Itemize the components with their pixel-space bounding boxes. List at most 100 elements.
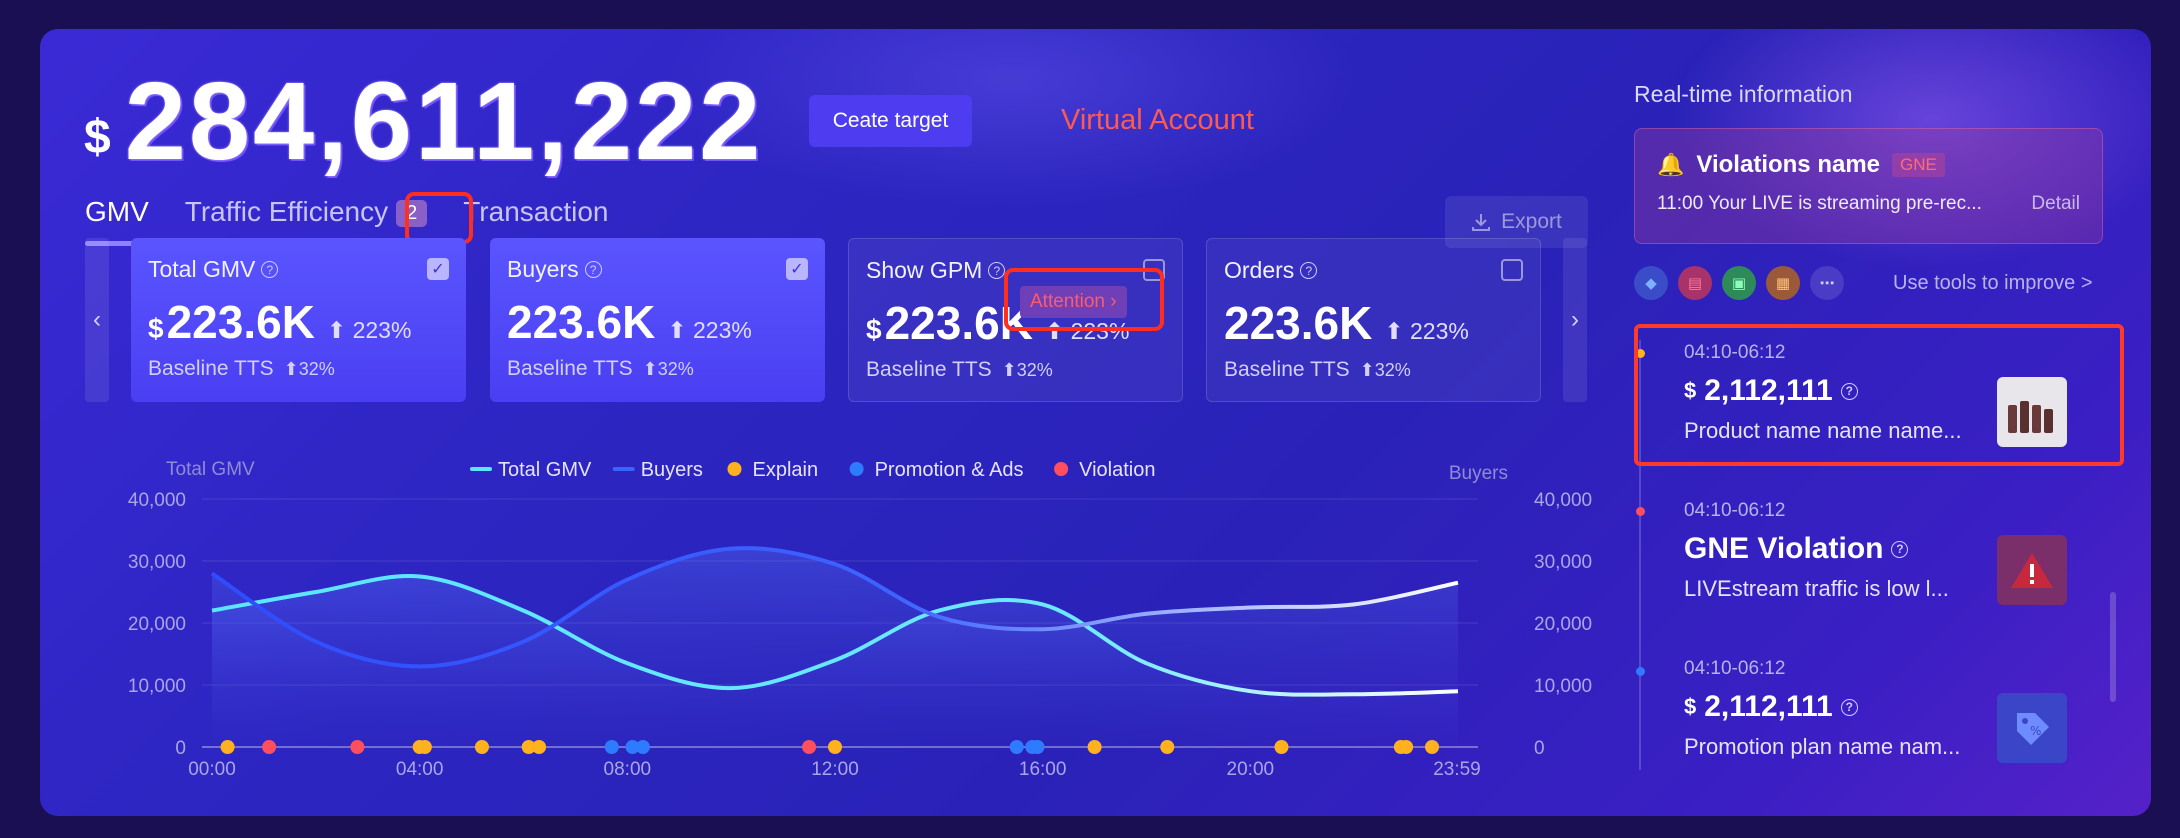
- baseline-change: ⬆32%: [1002, 360, 1053, 380]
- help-icon[interactable]: ?: [584, 261, 602, 278]
- warning-thumbnail: [1997, 535, 2067, 605]
- card-title-text: Show GPM: [866, 257, 983, 283]
- y-tick-right: 0: [1534, 738, 1545, 759]
- metric-card-orders[interactable]: Orders? 223.6K ⬆ 223% Baseline TTS ⬆32%: [1206, 238, 1541, 402]
- tool-coupon-icon[interactable]: ▤: [1678, 266, 1712, 300]
- gmv-chart[interactable]: 0 0 10,000 10,000 20,000 20,000 30,000 30,000 40…: [80, 455, 1640, 775]
- card-currency: $: [866, 314, 882, 345]
- help-icon[interactable]: ?: [988, 262, 1006, 279]
- card-title: Buyers?: [507, 256, 808, 283]
- y-tick-right: 20,000: [1534, 614, 1592, 635]
- timeline-value-text: 2,112,111: [1704, 374, 1833, 407]
- violation-alert: 🔔 Violations name GNE 11:00 Your LIVE is…: [1634, 128, 2103, 244]
- export-button[interactable]: Export: [1445, 196, 1588, 248]
- tab-traffic-efficiency[interactable]: Traffic Efficiency 2: [185, 196, 428, 246]
- product-thumbnail: [1997, 377, 2067, 447]
- card-checkbox[interactable]: [1501, 259, 1523, 281]
- help-icon[interactable]: ?: [1840, 382, 1858, 400]
- promo-thumbnail: %: [1997, 693, 2067, 763]
- use-tools-link[interactable]: Use tools to improve >: [1893, 272, 2093, 294]
- x-tick: 04:00: [396, 759, 444, 775]
- legend-label: Total GMV: [498, 459, 592, 481]
- cards-prev-button[interactable]: ‹: [85, 238, 109, 402]
- card-change-value: 223%: [1410, 318, 1469, 344]
- download-icon: [1472, 214, 1491, 231]
- x-tick: 08:00: [604, 759, 652, 775]
- more-icon[interactable]: ⋯: [1810, 266, 1844, 300]
- card-change: ⬆ 223%: [327, 317, 412, 344]
- baseline-label: Baseline TTS: [507, 357, 633, 380]
- series-line-total-gmv: [211, 574, 1459, 697]
- timeline-item[interactable]: 04:10-06:12 $2,112,111? Product name nam…: [1684, 342, 2074, 444]
- card-title: Orders?: [1224, 257, 1523, 284]
- highlight-box: [1004, 268, 1164, 331]
- card-title-text: Buyers: [507, 256, 579, 282]
- card-change-value: 223%: [1070, 318, 1130, 344]
- arrow-up-icon: ⬆: [642, 359, 658, 379]
- card-currency: $: [148, 313, 164, 344]
- violation-detail-link[interactable]: Detail: [2031, 193, 2080, 214]
- arrow-up-icon: ⬆: [1384, 318, 1411, 344]
- event-marker-explain: [220, 740, 235, 754]
- help-icon[interactable]: ?: [261, 261, 279, 278]
- highlight-box: [405, 192, 473, 244]
- card-checkbox[interactable]: ✓: [786, 258, 808, 280]
- arrow-up-icon: ⬆: [1359, 360, 1375, 380]
- metric-card-buyers[interactable]: Buyers? ✓ 223.6K ⬆ 223% Baseline TTS ⬆32%: [490, 238, 825, 402]
- arrow-up-icon: ⬆: [667, 317, 694, 343]
- card-title-text: Total GMV: [148, 256, 256, 282]
- baseline-change-value: 32%: [657, 359, 694, 379]
- tool-shield-icon[interactable]: ◆: [1634, 266, 1668, 300]
- help-icon[interactable]: ?: [1300, 262, 1318, 279]
- card-value: 223.6K ⬆ 223%: [1224, 296, 1523, 350]
- timeline-item[interactable]: 04:10-06:12 GNE Violation? LIVEstream tr…: [1684, 500, 2074, 602]
- timeline-dot: [1636, 507, 1645, 516]
- event-marker-explain: [532, 740, 547, 754]
- tab-badge: 2: [396, 200, 428, 228]
- tab-transaction[interactable]: Transaction: [463, 196, 608, 246]
- card-number: 223.6K: [166, 296, 315, 348]
- arrow-up-icon: ⬆: [1001, 360, 1017, 380]
- attention-tag[interactable]: Attention ›: [1020, 286, 1127, 318]
- violation-name: Violations name: [1696, 151, 1881, 178]
- legend-label: Buyers: [641, 459, 703, 481]
- card-value: $223.6K ⬆ 223%: [148, 295, 449, 349]
- metric-card-show-gpm[interactable]: Show GPM? $223.6K ⬆ 223% Baseline TTS ⬆32%: [848, 238, 1183, 402]
- event-marker-explain: [417, 740, 432, 754]
- cards-next-button[interactable]: ›: [1563, 238, 1587, 402]
- tab-label: Transaction: [463, 196, 609, 227]
- card-change: ⬆ 223%: [667, 317, 752, 344]
- timeline-desc: Product name name name...: [1684, 418, 1962, 443]
- timeline-item[interactable]: 04:10-06:12 $2,112,111? Promotion plan n…: [1684, 658, 2074, 760]
- timeline-value: $2,112,111?: [1684, 690, 2074, 724]
- baseline-change-value: 32%: [1374, 360, 1411, 380]
- tool-gift-icon[interactable]: ▦: [1766, 266, 1800, 300]
- tool-bag-icon[interactable]: ▣: [1722, 266, 1756, 300]
- arrow-up-icon: ⬆: [1044, 318, 1071, 344]
- violation-tag: GNE: [1892, 153, 1945, 177]
- scrollbar[interactable]: [2110, 592, 2116, 702]
- help-icon[interactable]: ?: [1840, 698, 1858, 716]
- chevron-right-icon: ›: [1105, 291, 1117, 312]
- metric-card-total-gmv[interactable]: Total GMV? ✓ $223.6K ⬆ 223% Baseline TTS ⬆…: [131, 238, 466, 402]
- event-marker-explain: [1425, 740, 1440, 754]
- currency-symbol: $: [84, 111, 111, 164]
- tab-label: GMV: [85, 196, 149, 227]
- legend-swatch: [849, 462, 864, 476]
- card-checkbox[interactable]: ✓: [427, 258, 449, 280]
- event-marker-violation: [802, 740, 817, 754]
- help-icon[interactable]: ?: [1891, 540, 1909, 558]
- timeline-dot: [1636, 349, 1645, 358]
- card-baseline: Baseline TTS ⬆32%: [1224, 358, 1523, 382]
- card-change: ⬆ 223%: [1384, 318, 1469, 345]
- tab-bar: GMV Traffic Efficiency 2 Transaction: [85, 196, 644, 246]
- timeline-desc: Promotion plan name nam...: [1684, 734, 1961, 759]
- svg-text:%: %: [2030, 724, 2041, 738]
- violation-body: 11:00 Your LIVE is streaming pre-rec... …: [1657, 193, 2080, 215]
- timeline-currency: $: [1684, 378, 1697, 403]
- event-marker-explain: [1274, 740, 1289, 754]
- create-target-button[interactable]: Ceate target: [809, 95, 972, 147]
- x-tick: 20:00: [1227, 759, 1275, 775]
- tab-gmv[interactable]: GMV: [85, 196, 149, 246]
- baseline-change: ⬆32%: [1360, 360, 1411, 380]
